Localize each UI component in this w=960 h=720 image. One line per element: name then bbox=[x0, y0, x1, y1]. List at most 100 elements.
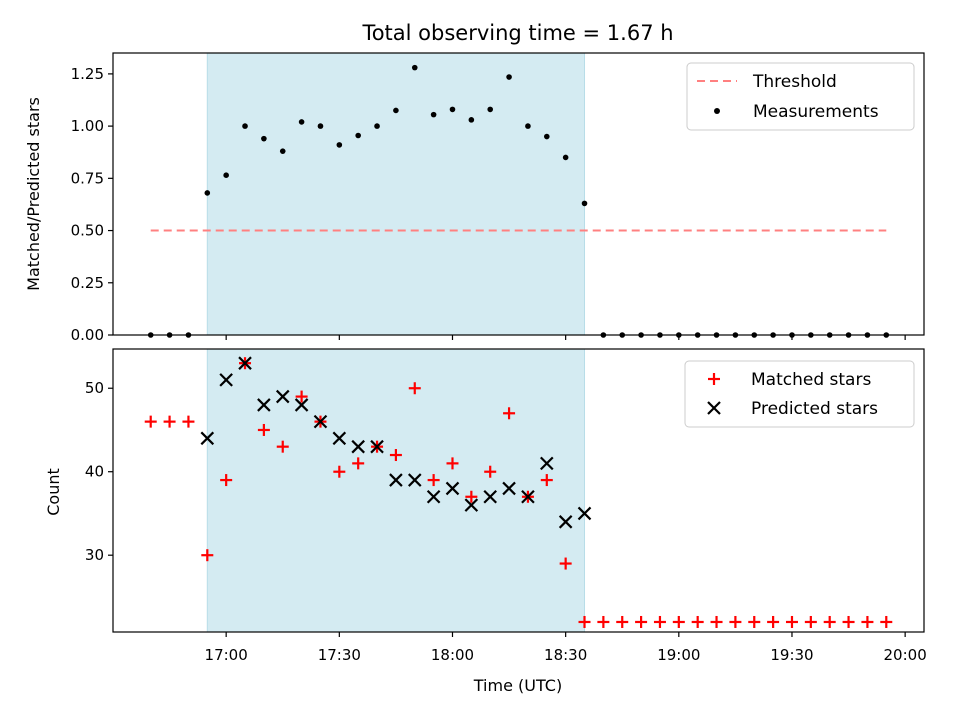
top-panel-ylabel: Matched/Predicted stars bbox=[24, 97, 43, 291]
predicted-stars-point bbox=[445, 481, 460, 496]
measurements-point bbox=[279, 148, 286, 154]
measurements-point bbox=[204, 190, 211, 196]
matched-stars-point bbox=[729, 615, 742, 628]
measurements-point bbox=[411, 64, 418, 71]
predicted-stars-point bbox=[464, 498, 479, 512]
matched-stars-point bbox=[785, 615, 798, 628]
predicted-stars-point bbox=[540, 456, 554, 471]
top-panel-frame bbox=[112, 52, 925, 336]
y-tick-label: 30 bbox=[85, 546, 104, 564]
measurements-point bbox=[242, 123, 248, 129]
predicted-stars-point bbox=[502, 481, 516, 496]
matched-stars-point bbox=[220, 474, 233, 487]
predicted-stars-point bbox=[257, 398, 271, 412]
matched-stars-point bbox=[276, 440, 289, 453]
legend-measurements-label: Measurements bbox=[753, 102, 879, 122]
matched-stars-point bbox=[389, 449, 402, 462]
matched-stars-point bbox=[597, 615, 610, 628]
matched-stars-point bbox=[578, 615, 591, 628]
top-panel-y-ticks: 0.00 0.25 0.50 0.75 1.00 1.25 bbox=[71, 65, 113, 344]
y-tick-label: 0.75 bbox=[71, 169, 104, 187]
x-tick-label: 18:30 bbox=[544, 646, 587, 664]
top-panel-x-ticks bbox=[225, 335, 906, 340]
measurements-point bbox=[223, 172, 229, 178]
matched-stars-point bbox=[616, 615, 629, 628]
predicted-stars-point bbox=[351, 439, 365, 454]
measurements-point bbox=[506, 74, 512, 80]
x-tick-label: 17:30 bbox=[318, 646, 361, 664]
measurements-point bbox=[525, 123, 531, 129]
predicted-stars-point bbox=[313, 414, 328, 429]
bottom-panel-legend: Matched stars Predicted stars bbox=[684, 360, 915, 428]
predicted-stars-point bbox=[238, 356, 252, 370]
measurements-point bbox=[317, 123, 324, 129]
matched-stars-point bbox=[163, 415, 176, 428]
y-tick-label: 1.25 bbox=[71, 65, 104, 83]
predicted-stars-point bbox=[426, 489, 441, 504]
matched-stars-point bbox=[144, 415, 157, 428]
matched-stars-point bbox=[804, 615, 817, 628]
matched-stars-point bbox=[446, 457, 459, 470]
matched-stars-point bbox=[880, 615, 893, 628]
bottom-panel-y-ticks: 30 40 50 bbox=[85, 379, 113, 564]
measurements-point bbox=[336, 142, 343, 148]
matched-stars-point bbox=[503, 407, 516, 420]
measurements-point bbox=[449, 106, 456, 113]
matched-stars-point bbox=[559, 557, 572, 570]
matched-stars-point bbox=[767, 615, 780, 628]
top-panel-shading bbox=[206, 52, 586, 336]
measurements-point bbox=[562, 154, 569, 161]
x-tick-label: 17:00 bbox=[205, 646, 248, 664]
matched-stars-point bbox=[465, 490, 478, 503]
predicted-stars-point bbox=[407, 473, 422, 487]
measurements-point bbox=[581, 200, 588, 207]
top-panel-marks bbox=[147, 64, 890, 338]
bottom-panel-ylabel: Count bbox=[44, 468, 63, 516]
legend-matched-swatch bbox=[708, 373, 720, 385]
matched-stars-point bbox=[710, 615, 723, 628]
predicted-stars-point bbox=[483, 489, 497, 504]
matched-stars-point bbox=[823, 615, 836, 628]
measurements-point bbox=[298, 119, 305, 125]
measurements-point bbox=[261, 135, 267, 142]
predicted-stars-point bbox=[558, 515, 573, 529]
matched-stars-point bbox=[352, 457, 365, 470]
predicted-stars-point bbox=[294, 398, 309, 412]
legend-predicted-label: Predicted stars bbox=[751, 399, 878, 419]
predicted-stars-point bbox=[332, 431, 347, 446]
matched-stars-point bbox=[842, 615, 855, 628]
x-tick-label: 20:00 bbox=[884, 646, 927, 664]
predicted-stars-point bbox=[370, 439, 384, 454]
matched-stars-point bbox=[635, 615, 648, 628]
matched-stars-point bbox=[691, 615, 704, 628]
x-axis-label: Time (UTC) bbox=[473, 676, 562, 695]
predicted-stars-point bbox=[521, 489, 535, 504]
matched-stars-point bbox=[540, 474, 553, 487]
measurements-point bbox=[487, 106, 494, 113]
y-tick-label: 0.25 bbox=[71, 274, 104, 292]
predicted-stars-point bbox=[200, 431, 215, 446]
matched-stars-point bbox=[182, 415, 195, 428]
y-tick-label: 50 bbox=[85, 379, 104, 397]
matched-stars-point bbox=[257, 423, 270, 436]
matched-stars-point bbox=[861, 615, 874, 628]
top-panel: 0.00 0.25 0.50 0.75 1.00 1.25 Matched/Predict… bbox=[24, 52, 925, 344]
matched-stars-point bbox=[672, 615, 685, 628]
measurements-point bbox=[393, 107, 399, 114]
y-tick-label: 0.00 bbox=[71, 326, 104, 344]
legend-threshold-label: Threshold bbox=[752, 72, 837, 92]
predicted-stars-point bbox=[219, 373, 233, 387]
chart-title: Total observing time = 1.67 h bbox=[361, 21, 673, 45]
matched-stars-point bbox=[201, 549, 214, 562]
predicted-stars-point bbox=[577, 506, 592, 521]
matched-stars-point bbox=[333, 465, 346, 478]
legend-matched-label: Matched stars bbox=[751, 370, 871, 390]
measurements-point bbox=[543, 133, 550, 140]
y-tick-label: 1.00 bbox=[71, 117, 104, 135]
matched-stars-point bbox=[295, 390, 308, 403]
legend-predicted-swatch bbox=[707, 401, 721, 415]
x-tick-label: 19:00 bbox=[657, 646, 700, 664]
bottom-panel: 30 40 50 17:00 17:30 18:00 18:30 19:00 19:30 20:… bbox=[44, 348, 927, 695]
bottom-panel-marks bbox=[144, 356, 893, 628]
